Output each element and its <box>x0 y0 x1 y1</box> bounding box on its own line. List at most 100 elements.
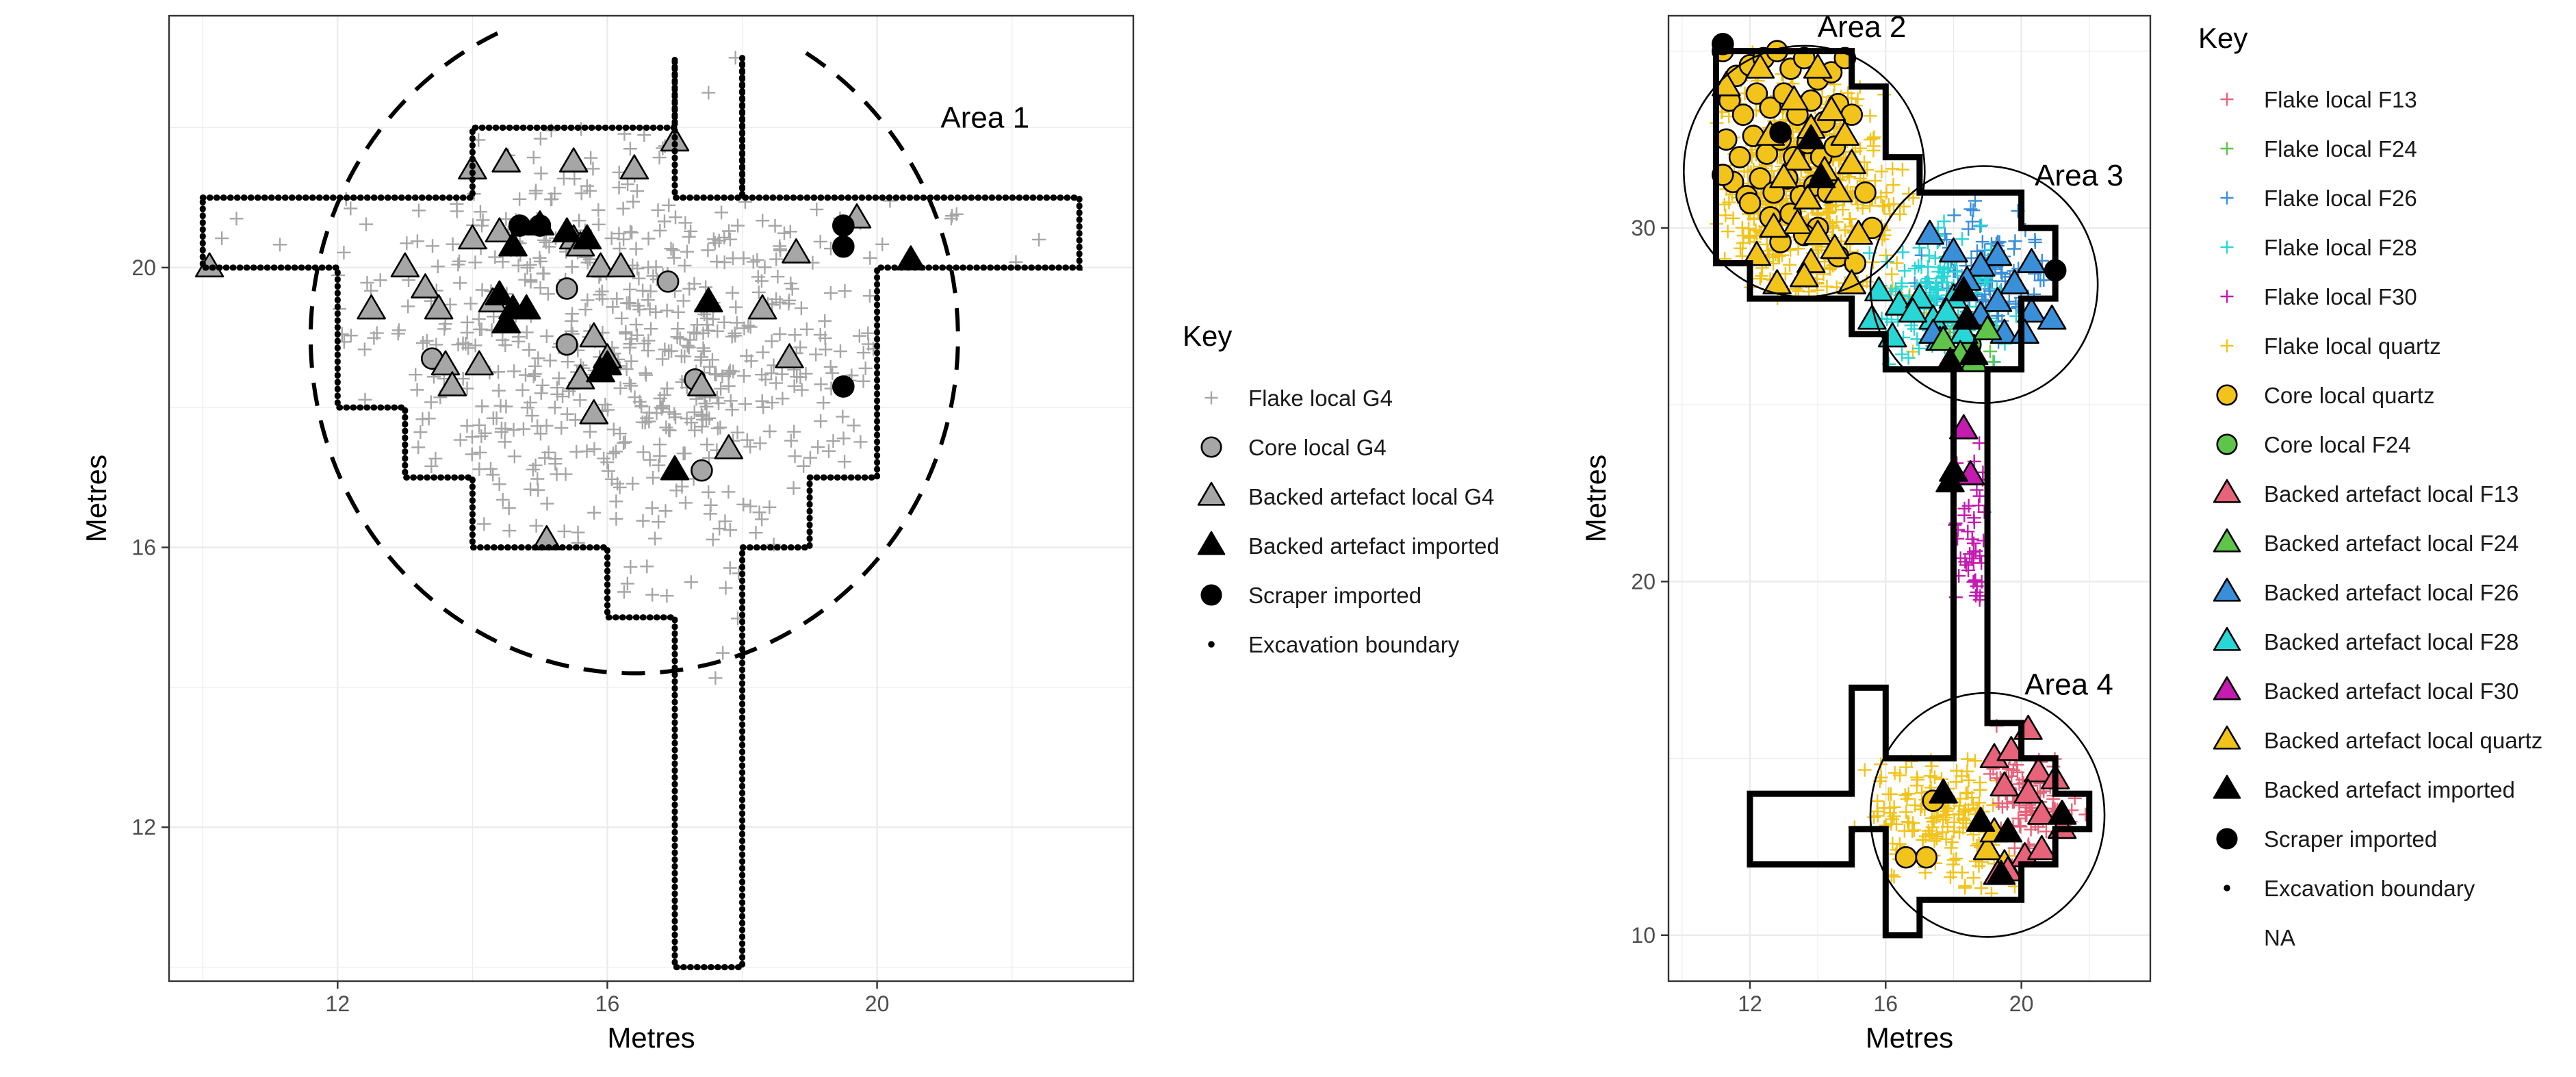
data-point <box>1893 768 1907 783</box>
data-point <box>1983 344 1998 359</box>
data-point <box>721 485 736 499</box>
data-point <box>708 367 722 381</box>
data-point <box>1843 212 1857 226</box>
data-point <box>1966 251 1996 277</box>
data-point <box>667 251 681 265</box>
data-point <box>533 254 548 268</box>
data-point <box>622 377 636 391</box>
data-point <box>1867 130 1881 144</box>
data-point <box>1918 829 1933 844</box>
data-point <box>1718 208 1733 223</box>
data-point <box>1884 817 1898 831</box>
data-point <box>1830 121 1860 146</box>
data-point <box>472 418 487 433</box>
data-point <box>491 147 521 173</box>
data-point <box>540 496 554 511</box>
legend-key-triangle <box>1197 531 1226 555</box>
data-point <box>626 194 641 209</box>
data-point <box>730 316 744 330</box>
data-point <box>2000 269 2029 294</box>
data-point <box>556 333 578 356</box>
data-point <box>624 354 639 368</box>
data-point <box>1983 767 1998 781</box>
x-tick-label: 20 <box>865 991 890 1016</box>
x-tick-label: 20 <box>2009 991 2034 1016</box>
data-point <box>511 258 526 273</box>
data-point <box>1717 197 1731 212</box>
data-point <box>1738 192 1762 215</box>
data-point <box>726 364 740 379</box>
data-point <box>687 371 717 396</box>
data-point <box>357 294 386 320</box>
data-point <box>706 533 720 547</box>
data-point <box>619 325 633 339</box>
data-point <box>799 322 814 336</box>
data-point <box>643 302 657 316</box>
data-point <box>485 280 515 306</box>
data-point <box>573 393 587 407</box>
data-point <box>556 277 578 300</box>
data-point <box>1851 92 1865 106</box>
data-point <box>803 451 817 465</box>
data-point <box>1966 203 1981 218</box>
data-point <box>578 303 593 317</box>
legend-key-circle <box>2216 384 2238 406</box>
data-point <box>1949 414 1979 440</box>
data-point <box>568 413 582 427</box>
data-point <box>636 445 650 459</box>
data-point <box>630 184 644 199</box>
data-point <box>565 364 595 390</box>
data-point <box>1857 304 1887 330</box>
data-point <box>626 477 640 491</box>
data-point <box>1970 483 1984 497</box>
data-point <box>561 355 575 369</box>
data-point <box>710 255 724 269</box>
legend-label: Excavation boundary <box>2264 876 2475 901</box>
data-point <box>1975 235 1989 249</box>
legend-label: Flake local F24 <box>2264 136 2417 162</box>
data-point <box>499 212 513 226</box>
data-point <box>552 371 566 385</box>
data-point <box>794 301 808 316</box>
data-point <box>1972 835 2002 861</box>
data-point <box>1974 881 1988 896</box>
legend-label: Backed artefact local F28 <box>2264 629 2519 655</box>
data-point <box>526 151 541 165</box>
data-point <box>1726 211 1740 225</box>
data-point <box>1864 132 1878 147</box>
data-point <box>584 151 598 165</box>
data-point <box>773 327 787 342</box>
data-point <box>1989 771 2020 797</box>
data-point <box>2024 757 2053 783</box>
legend-entry: Backed artefact local F28 <box>2213 626 2519 655</box>
data-point <box>415 335 430 350</box>
data-point <box>701 86 716 100</box>
data-point <box>1957 804 1972 819</box>
data-point <box>591 203 606 217</box>
data-point <box>1820 279 1834 294</box>
data-point <box>1863 109 1877 123</box>
data-point <box>858 361 873 375</box>
data-point <box>1906 816 1920 831</box>
data-point <box>775 343 804 368</box>
data-point <box>428 451 443 466</box>
data-point <box>446 237 460 251</box>
data-point <box>1796 124 1826 150</box>
area-label: Area 3 <box>2035 159 2124 192</box>
data-point <box>344 329 358 343</box>
data-point <box>713 420 727 435</box>
data-point <box>705 353 719 367</box>
data-point <box>723 561 737 575</box>
plot-area <box>1683 33 2106 939</box>
data-point <box>1992 796 2006 811</box>
data-point <box>1875 199 1890 213</box>
legend-label: Backed artefact local F24 <box>2264 531 2519 556</box>
data-point <box>833 344 847 359</box>
data-point <box>1866 143 1881 157</box>
data-point <box>747 294 777 320</box>
data-point <box>595 284 609 299</box>
data-point <box>1967 515 1981 529</box>
data-point <box>1883 801 1897 815</box>
data-point <box>719 581 733 595</box>
